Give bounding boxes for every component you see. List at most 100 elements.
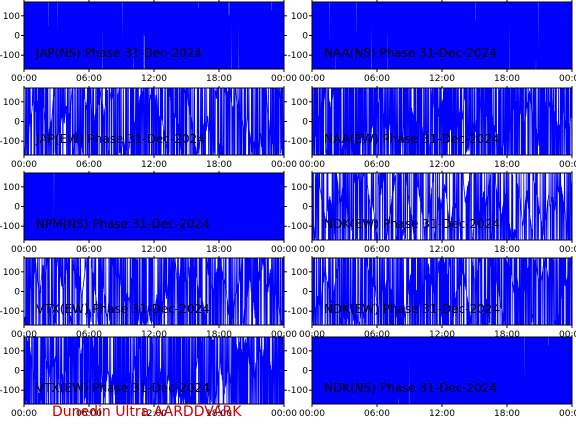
phase-trace [312,2,572,69]
y-tick-label: -100 [288,307,309,317]
x-tick-label: 00:00 [271,160,297,170]
y-tick-label: 0 [302,118,308,128]
panel-title: VTX(EW) Phase 31-Dec-2024 [36,302,210,316]
x-tick-label: 18:00 [494,409,520,419]
panel-title: VTX(EW) Phase 31-Dec-2024 [36,381,210,395]
x-tick-label: 00:00 [11,74,37,84]
phase-trace [24,337,284,404]
phase-trace [312,258,572,325]
x-tick-label: 06:00 [76,409,102,419]
phase-trace [24,88,284,155]
panel-6: 100 0 -100 00:00 06:00 12:00 18:00 00:00 NDK(EW)… [288,171,576,255]
x-tick-label: 12:00 [141,245,167,255]
y-tick-label: 0 [302,32,308,42]
panel-title: NAA(EW) Phase 31-Dec-2024 [324,132,500,146]
y-tick-label: -100 [288,137,309,147]
x-tick-label: 12:00 [141,409,167,419]
x-tick-label: 00:00 [559,245,576,255]
y-tick-label: 0 [14,288,20,298]
x-tick-label: 00:00 [559,409,576,419]
panel-title: NDK(EW) Phase 31-Dec-2024 [324,302,500,316]
phase-trace [24,258,284,325]
x-tick-label: 00:00 [271,74,297,84]
credit-label: Dunedin Ultra AARDDVARK [52,404,242,420]
x-tick-label: 12:00 [141,74,167,84]
panel-title: NDK(EW) Phase 31-Dec-2024 [324,217,500,231]
y-tick-label: -100 [0,386,20,396]
panel-title: NDK(NS) Phase 31-Dec-2024 [324,381,497,395]
x-tick-label: 06:00 [76,160,102,170]
x-tick-label: 00:00 [271,245,297,255]
x-tick-label: 18:00 [494,74,520,84]
x-tick-label: 18:00 [206,409,232,419]
x-tick-label: 00:00 [299,245,325,255]
x-tick-label: 12:00 [429,160,455,170]
y-tick-label: 100 [3,268,20,278]
x-tick-label: 12:00 [141,160,167,170]
y-tick-label: -100 [288,386,309,396]
x-tick-label: 06:00 [76,74,102,84]
panel-title: JAP(NS) Phase 31-Dec-2024 [35,46,202,60]
x-tick-label: 00:00 [11,409,37,419]
y-tick-label: 0 [302,367,308,377]
x-tick-label: 12:00 [429,74,455,84]
x-tick-label: 00:00 [559,330,576,340]
panel-2: 100 0 -100 00:00 06:00 12:00 18:00 00:00 NAA(NS)… [288,0,576,84]
panel-1: 100 0 -100 00:00 06:00 12:00 18:00 00:00 JAP(NS)… [0,0,297,84]
y-tick-label: -100 [288,51,309,61]
x-tick-label: 06:00 [364,245,390,255]
x-tick-label: 00:00 [299,409,325,419]
panel-8: 1000-10000:0006:0012:0018:0000:00NDK(EW)… [288,256,576,340]
y-tick-label: 0 [14,32,20,42]
panel-5: 100 0 -100 00:00 06:00 12:00 18:00 00:00 NPM(NS)… [0,171,297,255]
x-tick-label: 00:00 [271,409,297,419]
x-tick-label: 06:00 [364,160,390,170]
y-tick-label: 100 [3,183,20,193]
x-tick-label: 12:00 [429,245,455,255]
phase-trace [312,173,572,240]
x-tick-label: 18:00 [494,245,520,255]
x-tick-label: 00:00 [11,160,37,170]
y-tick-label: -100 [0,51,20,61]
x-tick-label: 00:00 [11,245,37,255]
panel-title: NPM(NS) Phase 31-Dec-2024 [36,217,210,231]
y-tick-label: 100 [3,347,20,357]
y-tick-label: 0 [14,118,20,128]
x-tick-label: 18:00 [206,74,232,84]
x-tick-label: 18:00 [206,160,232,170]
y-tick-label: 100 [3,12,20,22]
x-tick-label: 00:00 [559,74,576,84]
y-tick-label: 100 [291,12,308,22]
y-tick-label: -100 [0,222,20,232]
x-tick-label: 06:00 [364,74,390,84]
x-tick-label: 18:00 [494,160,520,170]
panel-title: JAP(EW) Phase 31-Dec-2024 [35,132,205,146]
y-tick-label: 100 [291,347,308,357]
x-tick-label: 00:00 [299,74,325,84]
y-tick-label: 0 [14,203,20,213]
x-tick-label: 06:00 [76,245,102,255]
y-tick-label: 0 [14,367,20,377]
panel-10: 100 0 -100 00:00 06:00 12:00 18:00 00:00 NDK(NS)… [288,335,576,419]
panel-title: NAA(NS) Phase 31-Dec-2024 [324,46,497,60]
x-tick-label: 12:00 [429,409,455,419]
x-tick-label: 00:00 [299,160,325,170]
x-tick-label: 18:00 [206,245,232,255]
y-tick-label: 100 [3,98,20,108]
y-tick-label: -100 [0,307,20,317]
y-tick-label: 0 [302,203,308,213]
y-tick-label: -100 [288,222,309,232]
phase-trace [312,88,572,155]
y-tick-label: 100 [291,98,308,108]
x-tick-label: 00:00 [559,160,576,170]
panel-9: 100 0 -100 00:00 06:00 12:00 18:00 00:00 VTX(EW)… [0,335,297,419]
y-tick-label: -100 [0,137,20,147]
y-tick-label: 100 [291,183,308,193]
y-tick-label: 100 [291,268,308,278]
panel-3: 100 0 -100 00:00 06:00 12:00 18:00 00:00 JAP(EW)… [0,86,297,170]
y-tick-label: 0 [302,288,308,298]
x-tick-label: 06:00 [364,409,390,419]
panel-4: 100 0 -100 00:00 06:00 12:00 18:00 00:00 NAA(EW)… [288,86,576,170]
